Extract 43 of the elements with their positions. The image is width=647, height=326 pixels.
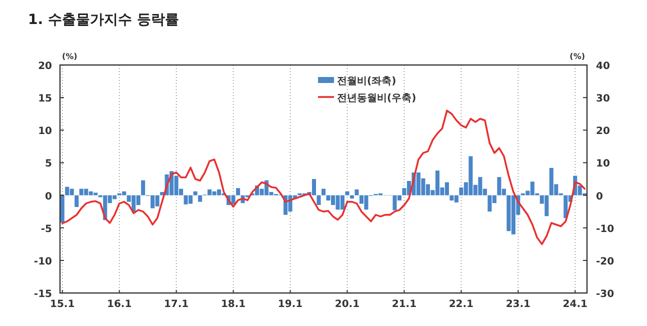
- y2-tick-label: 40: [596, 61, 610, 72]
- y-tick-label: -5: [40, 224, 52, 235]
- y-tick-label: 20: [38, 61, 52, 72]
- y2-tick-label: 0: [596, 191, 603, 202]
- x-tick-label: 24.1: [562, 299, 588, 310]
- y-tick-label: -10: [34, 256, 52, 268]
- x-tick-label: 16.1: [107, 299, 132, 310]
- x-tick-label: 17.1: [164, 299, 189, 310]
- y-tick-label: 10: [38, 126, 52, 138]
- y2-tick-label: 20: [596, 126, 610, 138]
- x-tick-label: 22.1: [448, 299, 474, 310]
- y2-tick-label: -30: [596, 289, 614, 300]
- y-tick-label: 0: [45, 191, 52, 202]
- y2-tick-label: -10: [596, 224, 614, 235]
- x-tick-label: 20.1: [334, 299, 360, 310]
- bar: [345, 191, 350, 196]
- bar: [74, 195, 79, 208]
- bar: [236, 188, 240, 196]
- legend-label: 전월비(좌축): [337, 76, 396, 87]
- y-tick-label: 15: [38, 94, 52, 105]
- y2-tick-label: 10: [596, 158, 610, 170]
- chart-title: 1. 수출물가지수 등락률: [28, 12, 179, 28]
- x-tick-label: 18.1: [220, 299, 246, 310]
- bar: [198, 195, 202, 202]
- x-tick-label: 21.1: [392, 299, 417, 310]
- y2-axis-title: (%): [570, 52, 585, 61]
- line-series: [61, 110, 586, 246]
- y-tick-label: -15: [34, 289, 52, 300]
- bar: [321, 188, 326, 196]
- y2-tick-label: 30: [596, 94, 610, 105]
- bar: [60, 195, 64, 223]
- y-tick-label: 5: [45, 158, 52, 170]
- bar: [354, 189, 359, 196]
- y-axis-title: (%): [62, 52, 78, 61]
- legend-label: 전년동월비(우축): [337, 93, 416, 104]
- x-tick-label: 23.1: [506, 299, 531, 310]
- bar: [141, 180, 146, 196]
- bar: [316, 195, 321, 206]
- x-tick-label: 15.1: [50, 299, 75, 310]
- x-tick-label: 19.1: [278, 299, 303, 310]
- bar: [350, 195, 354, 199]
- y2-tick-label: -20: [596, 256, 614, 268]
- bar: [193, 191, 198, 196]
